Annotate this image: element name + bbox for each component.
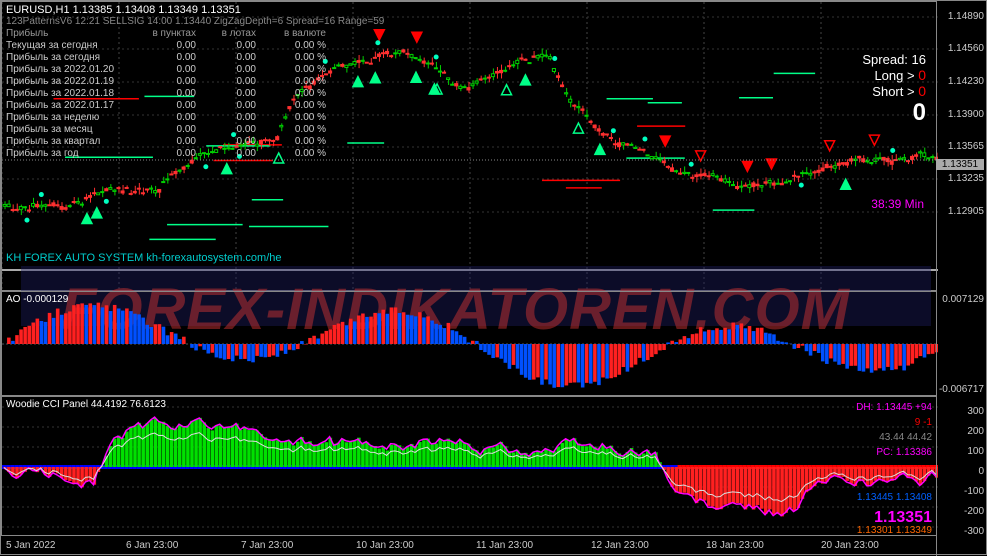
ao-ytop: 0.007129 <box>942 294 984 305</box>
chart-title: EURUSD,H1 1.13385 1.13408 1.13349 1.1335… <box>6 4 241 16</box>
cci-title: Woodie CCI Panel 44.4192 76.6123 <box>6 399 166 410</box>
system-label: KH FOREX AUTO SYSTEM kh-forexautosystem.… <box>6 252 282 264</box>
zero-big: 0 <box>862 99 926 127</box>
spread-label: Spread: 16 <box>862 52 926 67</box>
y-axis: 1.148901.145601.142301.139001.135651.132… <box>936 1 986 556</box>
ao-ybot: -0.006717 <box>939 384 984 395</box>
profit-col-1: Прибыль <box>6 28 136 40</box>
ao-title: AO -0.000129 <box>6 294 68 305</box>
profit-col-3: в лотах <box>196 28 256 40</box>
cci-svg <box>2 397 938 537</box>
short-label: Short > <box>872 84 914 99</box>
main-chart-panel[interactable]: EURUSD,H1 1.13385 1.13408 1.13349 1.1335… <box>1 1 937 291</box>
profit-table: Прибыль в пунктах в лотах в валюте Текущ… <box>6 28 326 160</box>
cci-panel[interactable]: Woodie CCI Panel 44.4192 76.6123 DH: 1.1… <box>1 396 937 536</box>
chart-container[interactable]: EURUSD,H1 1.13385 1.13408 1.13349 1.1335… <box>0 0 987 555</box>
x-axis: 5 Jan 20226 Jan 23:007 Jan 23:0010 Jan 2… <box>1 534 937 554</box>
chart-subtitle: 123PatternsV6 12:21 SELLSIG 14:00 1.1344… <box>6 16 384 27</box>
profit-col-2: в пунктах <box>136 28 196 40</box>
ao-svg <box>2 292 938 397</box>
long-label: Long > <box>874 68 914 83</box>
current-price-label: 1.13351 <box>936 159 984 170</box>
ao-panel[interactable]: AO -0.000129 <box>1 291 937 396</box>
countdown-timer: 38:39 Min <box>871 197 924 211</box>
short-value: 0 <box>918 83 926 99</box>
profit-col-4: в валюте <box>256 28 326 40</box>
long-value: 0 <box>918 67 926 83</box>
spread-info: Spread: 16 Long > 0 Short > 0 0 <box>862 52 926 127</box>
